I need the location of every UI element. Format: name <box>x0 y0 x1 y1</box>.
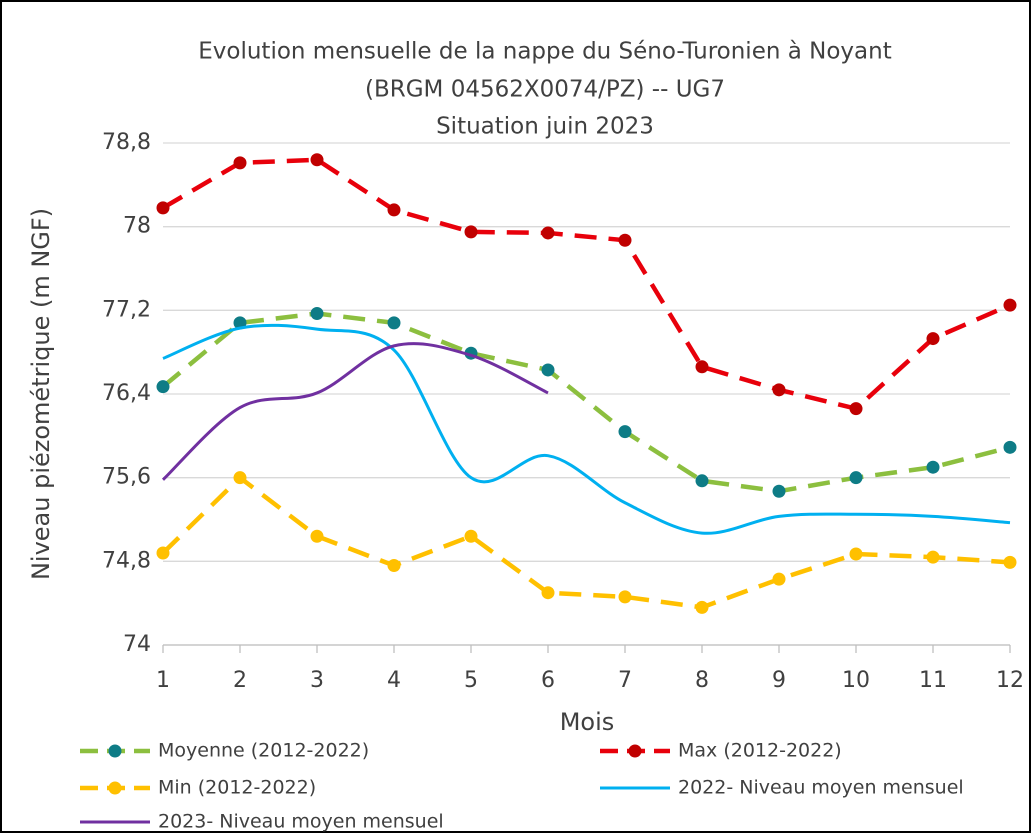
data-point <box>695 474 709 488</box>
x-tick-label: 9 <box>772 668 786 693</box>
legend-marker <box>108 781 122 795</box>
data-point <box>926 460 940 474</box>
data-point <box>1003 440 1017 454</box>
y-tick-label: 77,2 <box>102 297 151 322</box>
series-line <box>161 342 549 481</box>
x-tick-label: 11 <box>919 668 947 693</box>
x-tick-label: 6 <box>541 668 555 693</box>
data-point <box>387 316 401 330</box>
legend-marker <box>628 744 642 758</box>
data-point <box>541 586 555 600</box>
series-line <box>161 157 1011 412</box>
x-tick-label: 4 <box>387 668 401 693</box>
data-point <box>387 559 401 573</box>
data-point <box>618 590 632 604</box>
legend-label: Moyenne (2012-2022) <box>158 740 369 762</box>
y-tick-label: 78,8 <box>102 130 151 155</box>
y-tick-label: 74 <box>123 632 151 657</box>
series-line <box>162 323 1011 535</box>
data-point <box>233 471 247 485</box>
chart-title: Situation juin 2023 <box>436 114 654 140</box>
series-line <box>161 474 1011 610</box>
data-point <box>849 402 863 416</box>
data-point <box>156 546 170 560</box>
data-point <box>849 471 863 485</box>
y-tick-label: 78 <box>123 214 151 239</box>
y-axis-label: Niveau piézométrique (m NGF) <box>27 208 55 580</box>
data-point <box>695 600 709 614</box>
legend-label: Min (2012-2022) <box>158 777 316 799</box>
data-point <box>695 360 709 374</box>
data-point <box>849 547 863 561</box>
data-point <box>1003 298 1017 312</box>
x-tick-label: 8 <box>695 668 709 693</box>
chart-title: Evolution mensuelle de la nappe du Séno-… <box>198 39 891 65</box>
data-point <box>156 380 170 394</box>
x-tick-label: 10 <box>842 668 870 693</box>
x-tick-label: 3 <box>310 668 324 693</box>
legend-label: 2022- Niveau moyen mensuel <box>678 777 964 799</box>
data-point <box>772 383 786 397</box>
data-point <box>772 484 786 498</box>
y-tick-label: 76,4 <box>102 381 151 406</box>
y-tick-label: 74,8 <box>102 548 151 573</box>
data-point <box>772 572 786 586</box>
x-tick-label: 12 <box>996 668 1024 693</box>
data-point <box>618 425 632 439</box>
chart-title: (BRGM 04562X0074/PZ) -- UG7 <box>365 77 725 103</box>
data-point <box>1003 555 1017 569</box>
data-point <box>310 153 324 167</box>
x-axis-label: Mois <box>560 708 615 736</box>
legend-marker <box>108 744 122 758</box>
x-tick-label: 5 <box>464 668 478 693</box>
legend-label: Max (2012-2022) <box>678 740 842 762</box>
data-point <box>310 529 324 543</box>
data-point <box>233 156 247 170</box>
data-point <box>541 226 555 240</box>
data-point <box>926 550 940 564</box>
x-tick-label: 1 <box>156 668 170 693</box>
data-point <box>541 363 555 377</box>
data-point <box>464 529 478 543</box>
data-point <box>618 233 632 247</box>
data-point <box>310 306 324 320</box>
data-point <box>156 201 170 215</box>
data-point <box>926 332 940 346</box>
x-tick-label: 7 <box>618 668 632 693</box>
legend-label: 2023- Niveau moyen mensuel <box>158 811 444 833</box>
y-tick-label: 75,6 <box>102 465 151 490</box>
x-tick-label: 2 <box>233 668 247 693</box>
data-point <box>464 225 478 239</box>
data-point <box>387 203 401 217</box>
